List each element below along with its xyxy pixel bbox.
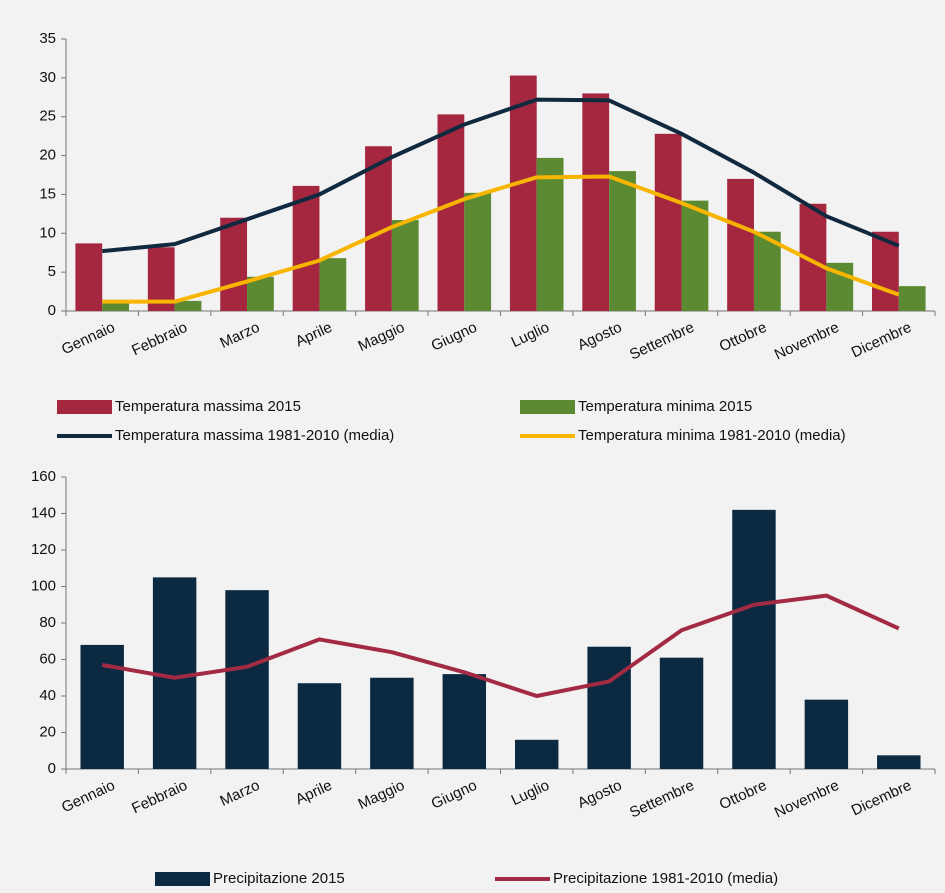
bar xyxy=(464,192,492,311)
x-tick-label: Gennaio xyxy=(59,777,118,816)
y-tick-label: 15 xyxy=(39,185,56,202)
bar xyxy=(220,217,248,311)
legend-label: Temperatura minima 1981-2010 (media) xyxy=(578,427,846,444)
bar xyxy=(727,178,754,311)
x-tick-label: Agosto xyxy=(575,777,625,812)
bar xyxy=(370,677,414,769)
y-tick-label: 30 xyxy=(39,69,56,86)
x-tick-label: Ottobre xyxy=(717,777,770,814)
bar xyxy=(292,185,320,311)
x-tick-label: Settembre xyxy=(627,777,697,822)
bar xyxy=(898,286,926,311)
legend-swatch xyxy=(57,400,112,414)
bar xyxy=(75,243,103,311)
x-tick-label: Marzo xyxy=(217,777,262,810)
bar xyxy=(732,509,776,769)
bar xyxy=(247,276,274,311)
y-tick-label: 100 xyxy=(31,577,56,594)
y-tick-label: 60 xyxy=(39,650,56,667)
legend-swatch xyxy=(520,400,575,414)
x-tick-label: Novembre xyxy=(772,319,842,364)
line xyxy=(102,97,900,254)
line xyxy=(102,174,900,304)
bar xyxy=(587,646,631,769)
bar xyxy=(877,755,921,769)
y-tick-label: 140 xyxy=(31,504,56,521)
bar xyxy=(174,300,202,311)
x-tick-label: Luglio xyxy=(509,777,552,809)
x-tick-label: Dicembre xyxy=(849,319,914,362)
y-tick-label: 80 xyxy=(39,614,56,631)
legend-label: Temperatura minima 2015 xyxy=(578,398,752,415)
x-tick-label: Marzo xyxy=(217,319,262,352)
y-tick-label: 120 xyxy=(31,541,56,558)
y-tick-label: 160 xyxy=(31,468,56,485)
bar xyxy=(102,301,130,311)
bar xyxy=(437,114,465,311)
y-tick-label: 35 xyxy=(39,30,56,47)
y-tick-label: 0 xyxy=(48,302,56,319)
x-tick-label: Agosto xyxy=(575,319,625,354)
bar xyxy=(80,644,124,769)
x-tick-label: Maggio xyxy=(355,319,407,355)
y-tick-label: 20 xyxy=(39,723,56,740)
bar xyxy=(659,657,704,769)
x-tick-label: Dicembre xyxy=(849,777,914,820)
y-tick-label: 40 xyxy=(39,687,56,704)
bar xyxy=(225,590,269,769)
x-tick-label: Giugno xyxy=(429,319,480,355)
x-tick-label: Gennaio xyxy=(59,319,118,358)
x-tick-label: Giugno xyxy=(429,777,480,813)
bar xyxy=(442,674,487,769)
x-tick-label: Settembre xyxy=(627,319,697,364)
x-tick-label: Maggio xyxy=(355,777,407,813)
y-tick-label: 10 xyxy=(39,224,56,241)
legend-label: Precipitazione 2015 xyxy=(213,870,345,887)
legend-label: Temperatura massima 1981-2010 (media) xyxy=(115,427,394,444)
bar xyxy=(804,699,849,769)
bar xyxy=(319,258,347,311)
bar xyxy=(654,133,682,311)
y-tick-label: 20 xyxy=(39,147,56,164)
bar xyxy=(681,200,709,311)
x-tick-label: Ottobre xyxy=(717,319,770,356)
x-tick-label: Luglio xyxy=(509,319,552,351)
x-tick-label: Novembre xyxy=(772,777,842,822)
x-tick-label: Febbraio xyxy=(129,777,190,817)
bar xyxy=(509,75,537,311)
x-tick-label: Aprile xyxy=(293,319,335,351)
y-tick-label: 25 xyxy=(39,108,56,125)
x-tick-label: Febbraio xyxy=(129,319,190,359)
legend-swatch xyxy=(155,872,210,886)
x-tick-label: Aprile xyxy=(293,777,335,809)
legend-label: Temperatura massima 2015 xyxy=(115,398,301,415)
bar xyxy=(391,220,419,311)
bar xyxy=(582,93,610,312)
y-tick-label: 0 xyxy=(48,760,56,777)
bar xyxy=(514,739,559,769)
bar xyxy=(536,157,564,311)
bar xyxy=(609,171,636,311)
bar xyxy=(297,683,342,769)
y-tick-label: 5 xyxy=(48,263,56,280)
line xyxy=(101,593,900,698)
legend-label: Precipitazione 1981-2010 (media) xyxy=(553,870,778,887)
